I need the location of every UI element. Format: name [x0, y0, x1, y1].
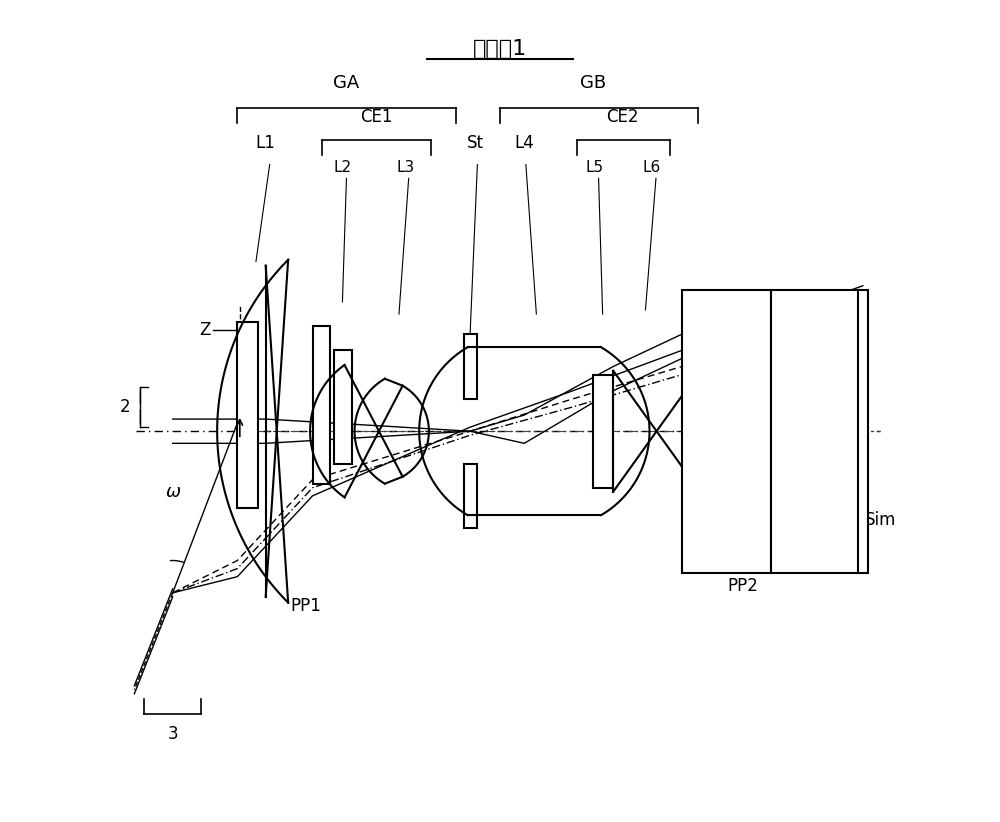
Text: L6: L6 [643, 160, 661, 175]
Bar [771, 290, 860, 573]
Bar [464, 464, 477, 529]
Bar [593, 375, 613, 487]
Text: Z: Z [199, 321, 211, 339]
Text: $\omega$: $\omega$ [165, 483, 181, 501]
Text: L3: L3 [396, 160, 415, 175]
Bar [858, 290, 868, 573]
Text: Sim: Sim [865, 511, 897, 529]
Text: L4: L4 [514, 135, 534, 152]
Text: PP1: PP1 [291, 597, 321, 615]
Bar [334, 350, 352, 464]
Bar [682, 290, 771, 573]
Text: CE1: CE1 [360, 108, 393, 126]
Text: L1: L1 [256, 135, 276, 152]
Text: 2: 2 [119, 398, 130, 416]
Text: PP2: PP2 [727, 577, 758, 594]
Text: 3: 3 [167, 725, 178, 743]
Text: St: St [467, 135, 484, 152]
Text: L5: L5 [585, 160, 604, 175]
Bar [464, 335, 477, 399]
Text: GA: GA [333, 74, 360, 92]
Bar [313, 326, 330, 483]
Text: L2: L2 [333, 160, 351, 175]
Text: 实施例1: 实施例1 [473, 39, 527, 59]
Bar [237, 322, 258, 508]
Text: GB: GB [580, 74, 606, 92]
Text: CE2: CE2 [607, 108, 639, 126]
